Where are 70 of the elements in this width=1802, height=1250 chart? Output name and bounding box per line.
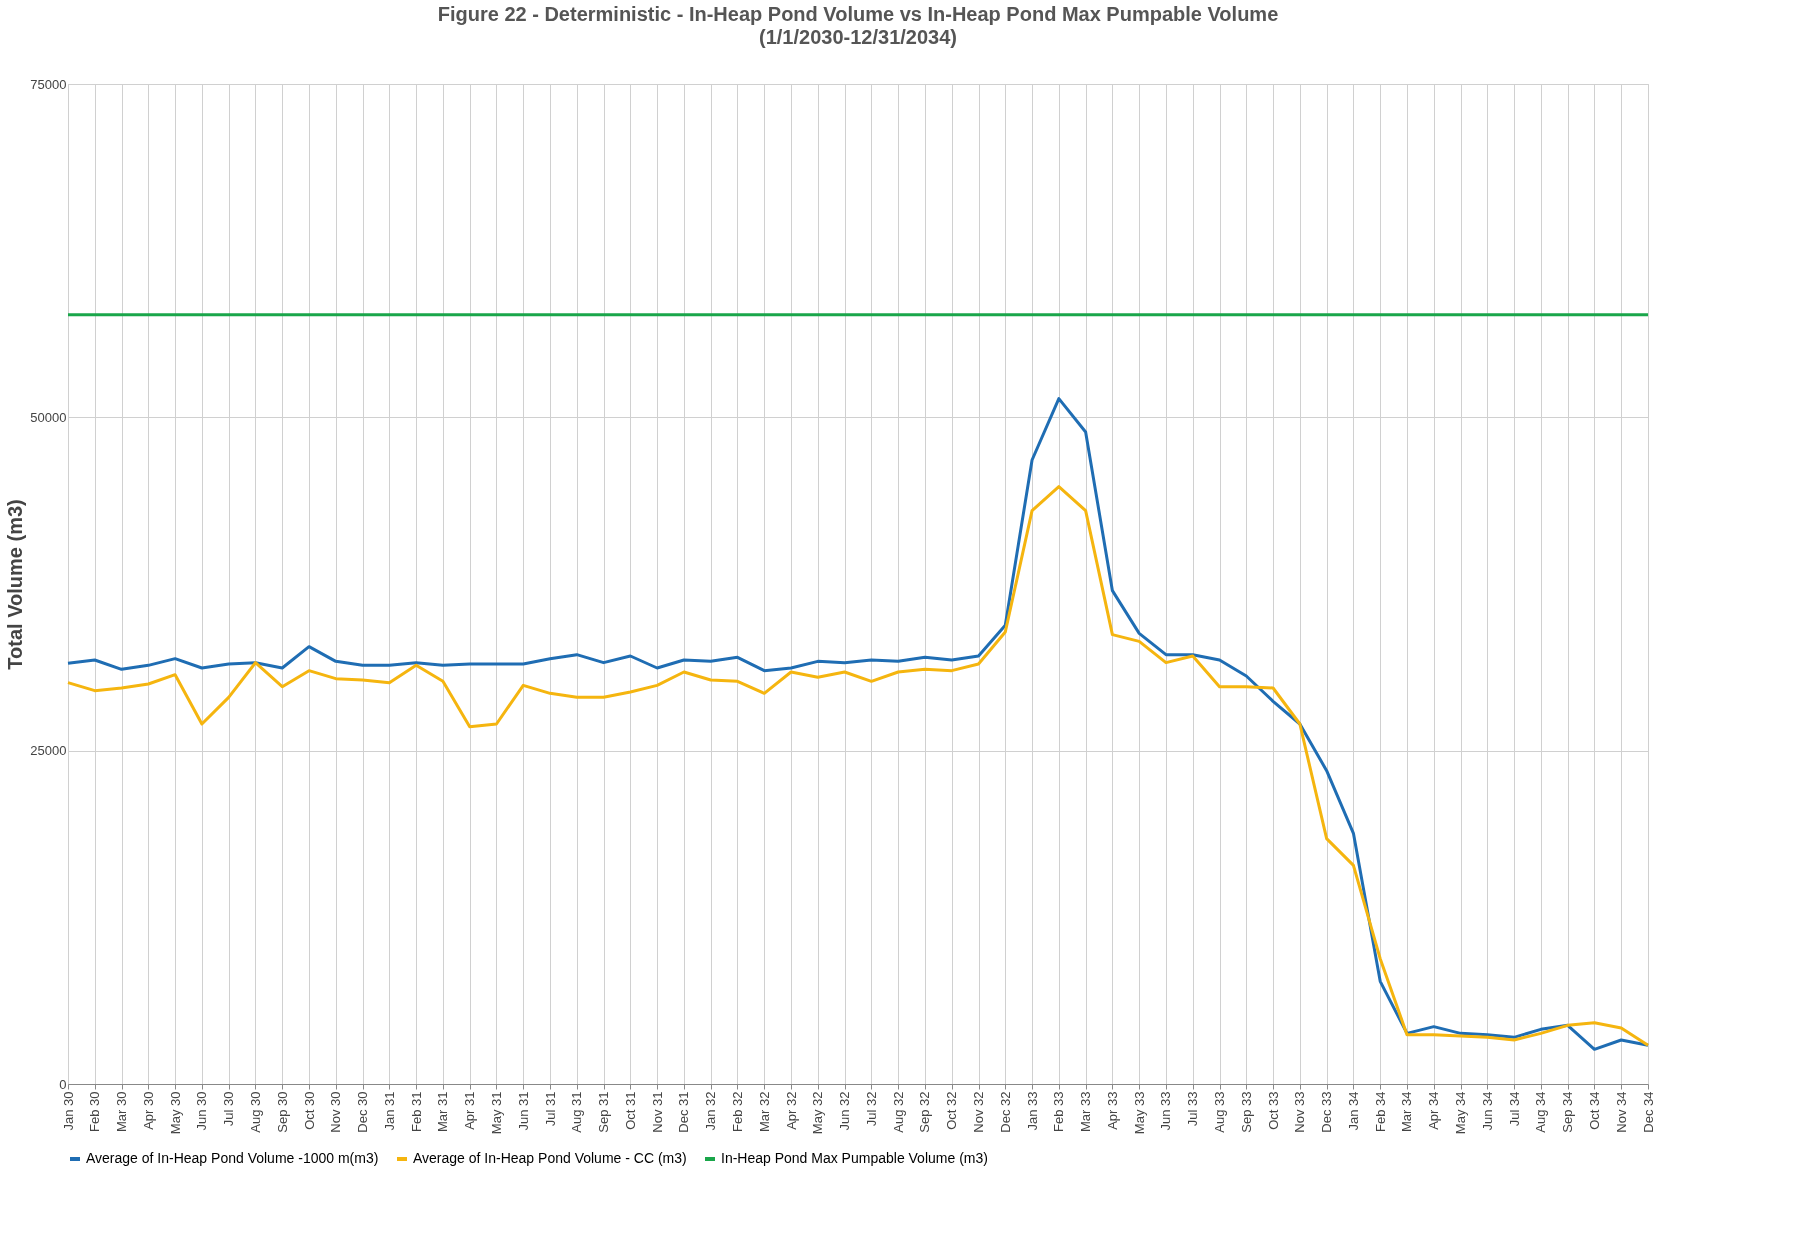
x-tick-label: Nov 31 [649,1091,665,1133]
legend-label: In-Heap Pond Max Pumpable Volume (m3) [721,1150,988,1166]
x-tick-label: Jul 33 [1185,1091,1201,1127]
x-tick-label: Dec 32 [997,1091,1013,1133]
x-tick-label: Apr 31 [462,1091,478,1130]
x-tick-label: Aug 34 [1533,1091,1549,1133]
x-tick-label: Aug 33 [1212,1091,1228,1133]
x-tick-label: Apr 34 [1426,1091,1442,1130]
x-tick-label: Jul 34 [1506,1091,1522,1127]
x-tick-label: Jan 31 [381,1091,397,1131]
x-tick-label: Jan 34 [1345,1091,1361,1131]
x-tick-label: Mar 33 [1078,1091,1094,1132]
legend-label: Average of In-Heap Pond Volume - CC (m3) [413,1150,687,1166]
x-tick-label: Aug 31 [569,1091,585,1133]
x-tick-label: Oct 30 [301,1091,317,1130]
x-tick-label: Apr 30 [140,1091,156,1130]
x-tick-label: May 34 [1453,1091,1469,1135]
x-tick-label: Jun 34 [1479,1091,1495,1131]
x-tick-label: Apr 33 [1104,1091,1120,1130]
x-tick-label: Nov 34 [1613,1091,1629,1133]
x-tick-label: Oct 31 [622,1091,638,1130]
x-tick-label: Feb 33 [1051,1091,1067,1132]
chart-title: Figure 22 - Deterministic - In-Heap Pond Volume vs In-Heap Pond Max Pumpable Volume [437,3,1279,25]
y-tick-label: 50000 [30,409,67,425]
x-tick-label: May 33 [1131,1091,1147,1135]
x-tick-label: Feb 30 [87,1091,103,1132]
x-tick-label: Jul 32 [863,1091,879,1127]
y-axis-title: Total Volume (m3) [4,499,27,670]
x-tick-label: Mar 30 [114,1091,130,1132]
x-tick-label: Sep 32 [917,1091,933,1133]
x-tick-label: Jan 32 [703,1091,719,1131]
x-tick-label: Nov 32 [971,1091,987,1133]
y-tick-label: 25000 [30,743,67,759]
x-tick-label: Sep 33 [1238,1091,1254,1133]
x-tick-label: Jun 30 [194,1091,210,1131]
x-tick-label: Apr 32 [783,1091,799,1130]
legend-label: Average of In-Heap Pond Volume -1000 m(m3) [86,1150,379,1166]
x-tick-label: Feb 34 [1372,1091,1388,1132]
x-tick-label: Dec 30 [355,1091,371,1133]
x-tick-label: Feb 32 [729,1091,745,1132]
x-tick-label: Sep 34 [1560,1091,1576,1133]
x-tick-label: Dec 33 [1319,1091,1335,1133]
x-tick-label: Aug 30 [247,1091,263,1133]
x-tick-label: Oct 32 [944,1091,960,1130]
x-tick-label: Mar 31 [435,1091,451,1132]
x-tick-label: May 30 [167,1091,183,1135]
x-tick-label: Dec 31 [676,1091,692,1133]
x-tick-label: Aug 32 [890,1091,906,1133]
y-tick-label: 75000 [30,76,67,92]
x-tick-label: May 32 [810,1091,826,1135]
x-tick-label: Jun 33 [1158,1091,1174,1131]
x-tick-label: Jul 30 [221,1091,237,1127]
x-tick-label: Jun 31 [515,1091,531,1131]
y-tick-label: 0 [59,1076,67,1092]
x-tick-label: Sep 31 [596,1091,612,1133]
x-tick-label: Oct 33 [1265,1091,1281,1130]
x-tick-label: Jul 31 [542,1091,558,1127]
x-tick-label: Mar 34 [1399,1091,1415,1132]
x-tick-label: Jan 30 [60,1091,76,1131]
x-tick-label: Nov 33 [1292,1091,1308,1133]
x-tick-label: Nov 30 [328,1091,344,1133]
x-tick-label: Oct 34 [1586,1091,1602,1130]
x-tick-label: Sep 30 [274,1091,290,1133]
chart-subtitle: (1/1/2030-12/31/2034) [759,26,957,48]
x-tick-label: Mar 32 [756,1091,772,1132]
x-tick-label: Dec 34 [1640,1091,1656,1133]
x-tick-label: Jan 33 [1024,1091,1040,1131]
x-tick-label: Feb 31 [408,1091,424,1132]
x-tick-label: May 31 [488,1091,504,1135]
x-tick-label: Jun 32 [837,1091,853,1131]
